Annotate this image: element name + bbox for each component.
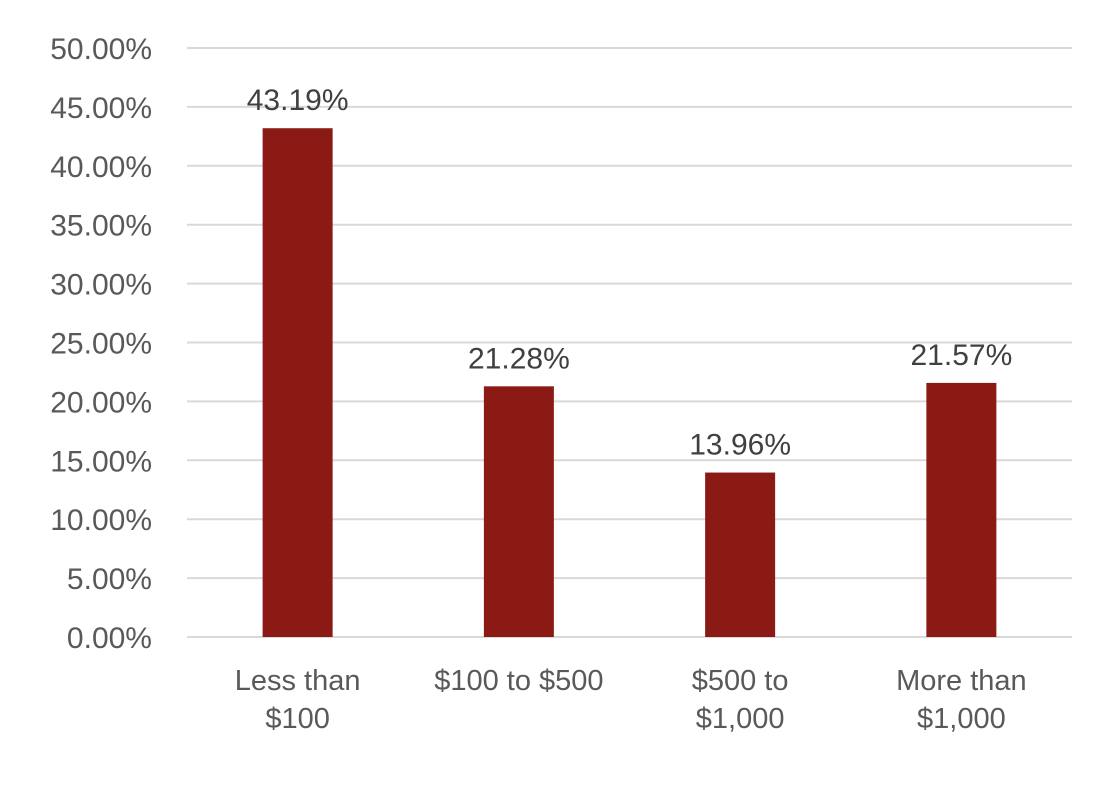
y-tick-label: 0.00% (67, 622, 152, 655)
y-tick-label: 35.00% (50, 210, 152, 243)
gridlines (187, 47, 1072, 638)
y-tick-label: 50.00% (50, 33, 152, 66)
bars (262, 128, 997, 637)
y-tick-label: 40.00% (50, 151, 152, 184)
x-category-label: Less than (235, 665, 361, 697)
bar (926, 382, 997, 637)
y-tick-label: 10.00% (50, 504, 152, 537)
x-category-label: $100 (265, 703, 330, 735)
data-label: 21.57% (911, 339, 1013, 372)
y-tick-label: 15.00% (50, 445, 152, 478)
y-axis-tick-labels: 0.00% 5.00% 10.00% 15.00% 20.00% 25.00% 30.00%… (50, 33, 152, 655)
bar (483, 386, 554, 637)
x-category-label: $1,000 (917, 703, 1006, 735)
bar (705, 472, 776, 637)
y-tick-label: 25.00% (50, 328, 152, 361)
y-tick-label: 5.00% (67, 563, 152, 596)
y-tick-label: 30.00% (50, 269, 152, 302)
x-category-label: More than (896, 665, 1027, 697)
bar (262, 128, 333, 637)
data-labels: 43.19% 21.28% 13.96% 21.57% (247, 84, 1013, 461)
y-tick-label: 45.00% (50, 92, 152, 125)
x-category-label: $1,000 (696, 703, 785, 735)
x-category-label: $100 to $500 (434, 665, 603, 697)
y-tick-label: 20.00% (50, 386, 152, 419)
x-axis-category-labels: Less than $100 $100 to $500 $500 to $1,000 Mo… (235, 665, 1027, 735)
data-label: 21.28% (468, 342, 570, 375)
x-category-label: $500 to (692, 665, 789, 697)
data-label: 13.96% (689, 429, 791, 462)
data-label: 43.19% (247, 84, 349, 117)
